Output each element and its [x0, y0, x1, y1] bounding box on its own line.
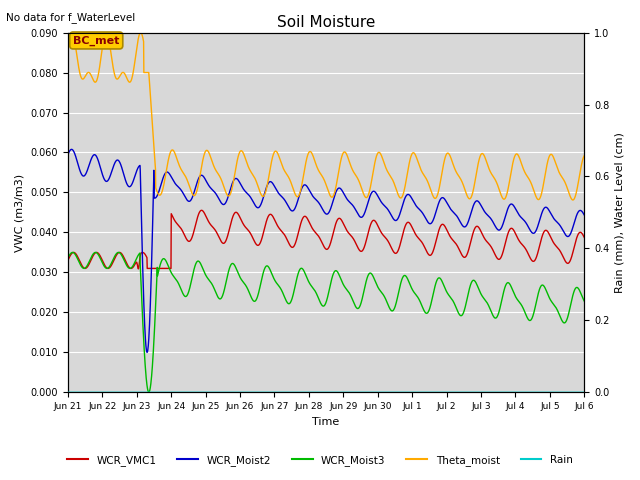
- X-axis label: Time: Time: [312, 417, 340, 427]
- Title: Soil Moisture: Soil Moisture: [277, 15, 375, 30]
- Y-axis label: VWC (m3/m3): VWC (m3/m3): [15, 173, 25, 252]
- Legend: WCR_VMC1, WCR_Moist2, WCR_Moist3, Theta_moist, Rain: WCR_VMC1, WCR_Moist2, WCR_Moist3, Theta_…: [63, 451, 577, 470]
- Text: BC_met: BC_met: [73, 36, 120, 46]
- Text: No data for f_WaterLevel: No data for f_WaterLevel: [6, 12, 136, 23]
- Y-axis label: Rain (mm), Water Level (cm): Rain (mm), Water Level (cm): [615, 132, 625, 293]
